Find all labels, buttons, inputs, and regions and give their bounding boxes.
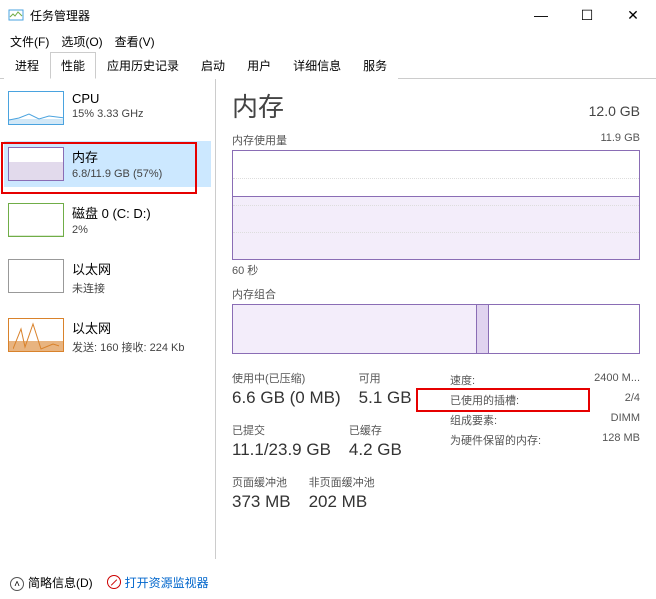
sidebar-item-以太网[interactable]: 以太网未连接 xyxy=(4,253,211,302)
close-button[interactable]: ✕ xyxy=(610,0,656,30)
menu-查看(V)[interactable]: 查看(V) xyxy=(115,33,155,50)
menu-选项(O)[interactable]: 选项(O) xyxy=(61,33,102,50)
memory-composition-chart xyxy=(232,304,640,354)
usage-label: 内存使用量 xyxy=(232,132,287,148)
sidebar-item-CPU[interactable]: CPU15% 3.33 GHz xyxy=(4,85,211,131)
comp-label: 内存组合 xyxy=(232,286,276,302)
sidebar-item-磁盘 0 (C: D:)[interactable]: 磁盘 0 (C: D:)2% xyxy=(4,197,211,243)
total-memory: 12.0 GB xyxy=(589,103,640,119)
tab-详细信息[interactable]: 详细信息 xyxy=(282,52,352,79)
memory-usage-chart xyxy=(232,150,640,260)
menu-文件(F)[interactable]: 文件(F) xyxy=(10,33,49,50)
minimize-button[interactable]: — xyxy=(518,0,564,30)
usage-max: 11.9 GB xyxy=(600,132,640,148)
maximize-button[interactable]: ☐ xyxy=(564,0,610,30)
sidebar-item-内存[interactable]: 内存6.8/11.9 GB (57%) xyxy=(4,141,211,187)
tab-性能[interactable]: 性能 xyxy=(50,52,96,79)
page-title: 内存 xyxy=(232,87,284,124)
tab-进程[interactable]: 进程 xyxy=(4,52,50,79)
sidebar-item-以太网[interactable]: 以太网发送: 160 接收: 224 Kb xyxy=(4,312,211,361)
app-icon xyxy=(8,7,24,23)
open-resource-monitor-link[interactable]: 打开资源监视器 xyxy=(107,574,209,591)
fewer-details-link[interactable]: ˄简略信息(D) xyxy=(10,574,93,592)
tab-用户[interactable]: 用户 xyxy=(236,52,282,79)
window-title: 任务管理器 xyxy=(30,7,90,24)
tab-启动[interactable]: 启动 xyxy=(190,52,236,79)
axis-left: 60 秒 xyxy=(232,265,258,277)
tab-服务[interactable]: 服务 xyxy=(352,52,398,79)
tab-应用历史记录[interactable]: 应用历史记录 xyxy=(96,52,190,79)
